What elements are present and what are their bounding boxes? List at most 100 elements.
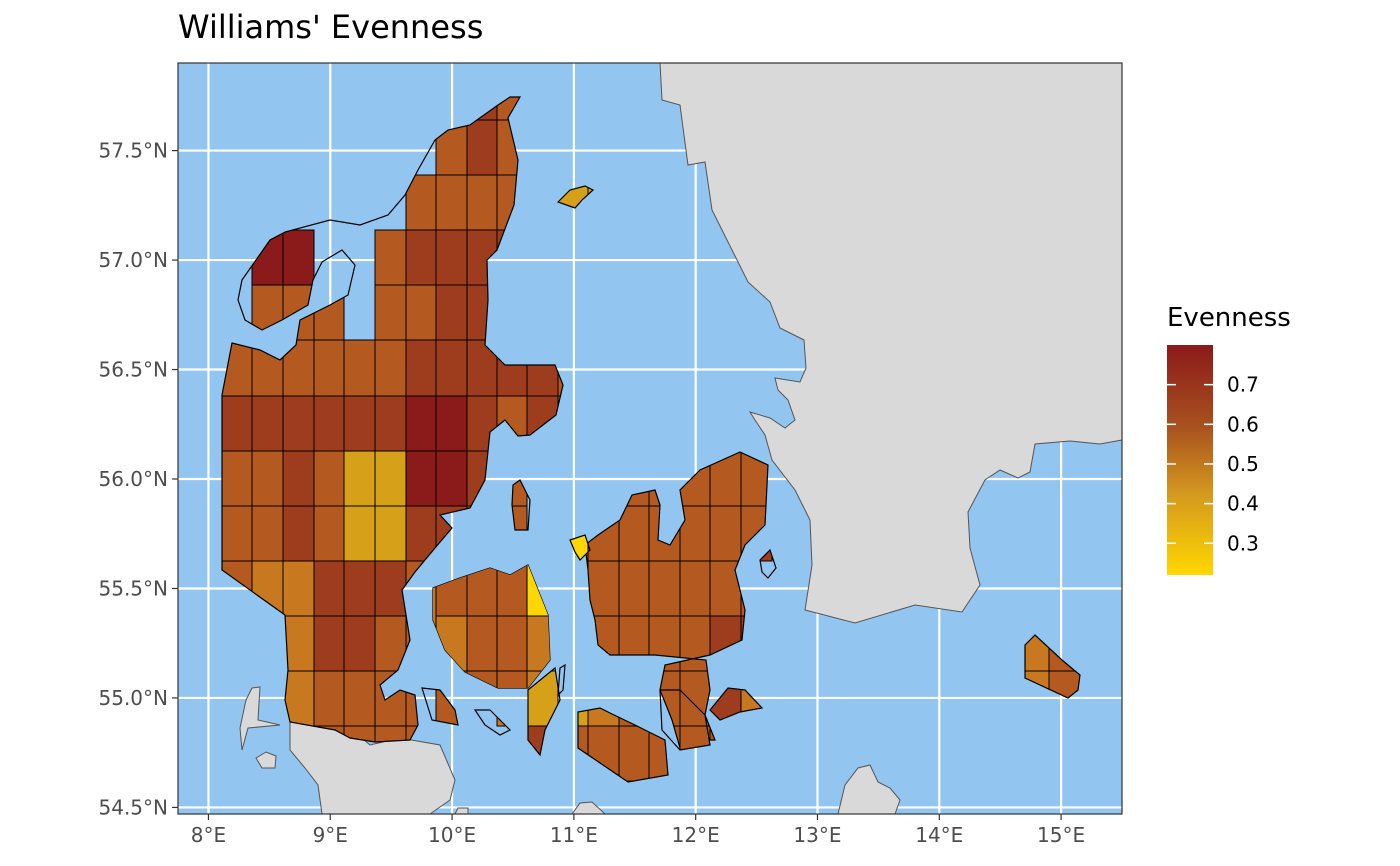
grid-cell — [313, 670, 345, 727]
grid-cell — [405, 284, 437, 341]
grid-cell — [343, 670, 376, 727]
grid-cell — [405, 395, 437, 452]
grid-cell — [313, 395, 345, 452]
outline-mon — [709, 687, 764, 721]
grid-cell — [343, 339, 376, 397]
grid-cell — [313, 339, 345, 397]
grid-cell — [282, 615, 315, 672]
grid-cell — [374, 284, 407, 341]
grid-cell — [405, 505, 437, 562]
y-tick-label: 57.0°N — [99, 248, 169, 272]
grid-cell — [618, 725, 650, 782]
grid-cell — [313, 450, 345, 507]
grid-cell — [709, 505, 742, 562]
grid-cell — [618, 505, 650, 562]
grid-cell — [374, 450, 407, 507]
grid-cell — [435, 229, 468, 286]
fehmarn-land — [571, 801, 606, 814]
legend-ticks: 0.7 0.6 0.5 0.4 0.3 — [1167, 373, 1259, 555]
grid-cell — [282, 395, 315, 452]
legend-label: 0.4 — [1227, 492, 1259, 516]
sweden-land — [659, 63, 1122, 624]
grid-cell — [282, 560, 315, 617]
grid-cell — [587, 560, 620, 617]
fohr-island — [255, 751, 277, 769]
grid-cell — [343, 560, 376, 617]
grid-cell — [374, 339, 407, 397]
grid-cell — [760, 550, 773, 562]
grid-cell — [374, 395, 407, 452]
grid-cell — [679, 615, 711, 672]
grid-cell — [435, 395, 468, 452]
sylt-island — [239, 686, 281, 751]
grid-cell — [466, 174, 498, 231]
legend-label: 0.5 — [1227, 452, 1259, 476]
grid-cell — [282, 505, 315, 562]
legend-label: 0.7 — [1227, 373, 1259, 397]
grid-cell — [374, 560, 407, 617]
grid-cell — [496, 670, 528, 688]
outline-zealandSmall — [569, 534, 591, 561]
outline-jutland — [221, 96, 564, 743]
outline-lolland — [577, 707, 669, 783]
grid-cell — [679, 560, 711, 617]
grid-cell — [435, 174, 468, 231]
legend-label: 0.6 — [1227, 412, 1259, 436]
grid-cell — [282, 229, 315, 286]
grid-cell — [466, 119, 498, 176]
rugen-land — [837, 764, 901, 814]
y-tick-label: 56.5°N — [99, 358, 169, 382]
outline-anholt — [556, 185, 595, 209]
grid-cell — [251, 450, 284, 507]
outline-als — [421, 687, 459, 726]
outline-falster — [659, 689, 711, 751]
grid-cell — [313, 560, 345, 617]
grid-cell — [343, 450, 376, 507]
y-tick-label: 57.5°N — [99, 139, 169, 163]
y-tick-label: 55.0°N — [99, 686, 169, 710]
grid-cell — [405, 450, 437, 507]
grid-cell — [435, 339, 468, 397]
chart-title: Williams' Evenness — [178, 8, 484, 46]
grid-cell — [578, 708, 589, 727]
grid-cell — [405, 229, 437, 286]
grid-cell — [435, 450, 468, 507]
x-tick-label: 13°E — [793, 823, 841, 847]
grid-cell — [251, 395, 284, 452]
grid-cell — [512, 505, 528, 530]
outline-bornholm — [1024, 634, 1081, 699]
grid-cell — [222, 450, 253, 507]
legend-colorbar — [1167, 345, 1213, 575]
outline-samso — [511, 479, 531, 531]
grid-cell — [618, 560, 650, 617]
grid-cell — [282, 450, 315, 507]
x-tick-label: 11°E — [550, 823, 598, 847]
grid-cell — [313, 505, 345, 562]
axes: 8°E 9°E 10°E 11°E 12°E 13°E 14°E 15°E 54.5°N 55.0… — [99, 139, 1086, 847]
grid-cell — [435, 284, 468, 341]
grid-cell — [405, 339, 437, 397]
x-tick-label: 10°E — [428, 823, 476, 847]
outline-lille — [557, 663, 566, 697]
y-tick-label: 56.0°N — [99, 467, 169, 491]
x-tick-label: 9°E — [313, 823, 348, 847]
x-tick-label: 12°E — [672, 823, 720, 847]
panel-border — [177, 62, 1123, 815]
legend-title: Evenness — [1167, 303, 1291, 333]
legend: Evenness 0.7 0.6 0.5 0.4 0.3 — [1167, 303, 1291, 575]
x-tick-label: 8°E — [191, 823, 226, 847]
grid-cell — [222, 505, 253, 562]
grid-cell — [343, 615, 376, 672]
grid-cell — [374, 725, 407, 742]
grid-cell — [466, 615, 498, 672]
german-coast-sliver — [454, 807, 469, 814]
grid-cell — [251, 505, 284, 562]
grid-cell — [496, 615, 528, 672]
grid-cell — [374, 505, 407, 562]
legend-label: 0.3 — [1227, 531, 1259, 555]
region-amager — [760, 550, 773, 562]
outline-langeland — [527, 666, 561, 757]
grid-cell — [374, 229, 407, 286]
outline-zealand — [584, 451, 769, 749]
